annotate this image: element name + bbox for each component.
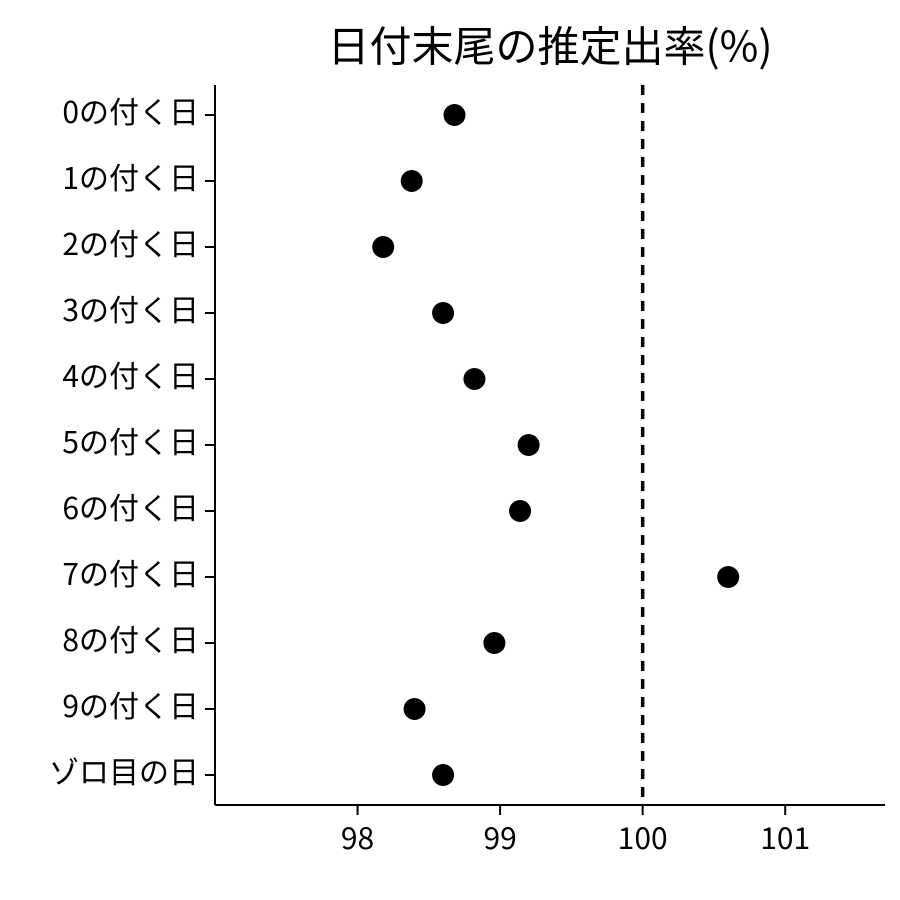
- data-point: [432, 302, 454, 324]
- dot-plot-chart: 日付末尾の推定出率(%) 0の付く日 1の付く日 2の付く日 3の付く日 4の付く日 5の付…: [0, 0, 900, 900]
- data-point: [463, 368, 485, 390]
- data-point: [509, 500, 531, 522]
- chart-container: 日付末尾の推定出率(%) 0の付く日 1の付く日 2の付く日 3の付く日 4の付く日 5の付…: [0, 0, 900, 900]
- chart-title: 日付末尾の推定出率(%): [327, 13, 772, 74]
- y-tick-label: 9の付く日: [62, 682, 199, 726]
- y-tick-label: 8の付く日: [62, 616, 199, 660]
- x-tick-label: 100: [618, 814, 668, 858]
- y-tick-label: 2の付く日: [62, 220, 199, 264]
- data-point: [717, 566, 739, 588]
- y-tick-label: ゾロ目の日: [49, 748, 199, 792]
- y-tick-label: 4の付く日: [62, 352, 199, 396]
- x-tick-label: 101: [760, 814, 810, 858]
- data-point: [401, 170, 423, 192]
- data-point: [518, 434, 540, 456]
- x-tick-label: 98: [341, 814, 374, 858]
- y-tick-label: 7の付く日: [62, 550, 199, 594]
- data-point: [372, 236, 394, 258]
- y-tick-label: 3の付く日: [62, 286, 199, 330]
- y-tick-label: 0の付く日: [62, 88, 199, 132]
- data-point: [443, 104, 465, 126]
- y-tick-label: 1の付く日: [62, 154, 199, 198]
- data-point: [483, 632, 505, 654]
- data-point: [432, 764, 454, 786]
- x-tick-label: 99: [483, 814, 516, 858]
- y-tick-label: 6の付く日: [62, 484, 199, 528]
- y-tick-label: 5の付く日: [62, 418, 199, 462]
- data-point: [404, 698, 426, 720]
